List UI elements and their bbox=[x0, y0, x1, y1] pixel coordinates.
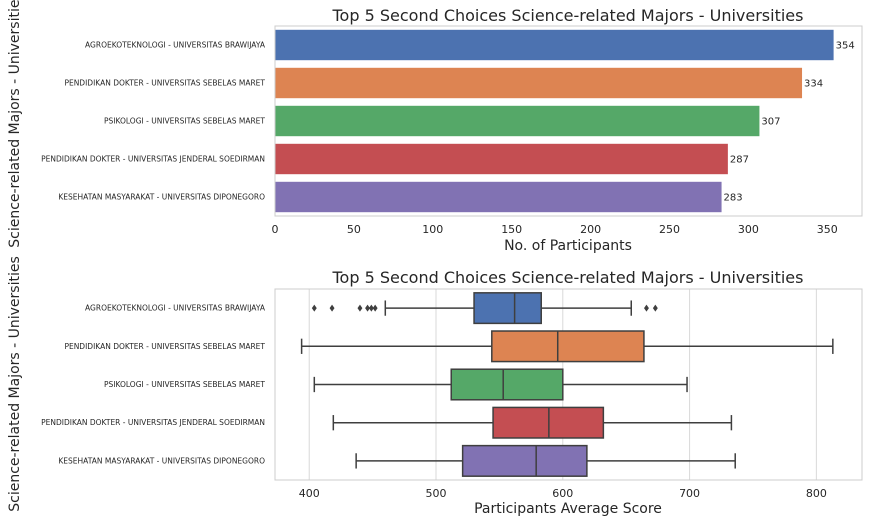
bar-category-label-4: PENDIDIKAN DOKTER - UNIVERSITAS JENDERAL… bbox=[41, 155, 265, 164]
bar-x-tick-label-4: 150 bbox=[501, 223, 522, 236]
box-5 bbox=[355, 444, 736, 477]
box-category-label-4: PENDIDIKAN DOKTER - UNIVERSITAS JENDERAL… bbox=[41, 418, 265, 427]
bar-value-label-4: 287 bbox=[730, 155, 749, 166]
box-category-label-2: PENDIDIKAN DOKTER - UNIVERSITAS SEBELAS … bbox=[64, 342, 265, 351]
bar-category-label-1: AGROEKOTEKNOLOGI - UNIVERSITAS BRAWIJAYA bbox=[85, 41, 266, 50]
box-x-tick-label-2: 500 bbox=[426, 487, 447, 500]
box-category-label-1: AGROEKOTEKNOLOGI - UNIVERSITAS BRAWIJAYA bbox=[85, 304, 266, 313]
box-1-outlier-4 bbox=[365, 304, 371, 312]
box-1-iqr bbox=[473, 292, 542, 325]
box-1-outlier-3 bbox=[357, 304, 363, 312]
bar-chart-frame bbox=[274, 25, 863, 217]
bar-x-tick-label-3: 100 bbox=[422, 223, 443, 236]
box-3 bbox=[313, 368, 688, 401]
box-2 bbox=[300, 330, 834, 363]
box-5-iqr bbox=[461, 444, 588, 477]
box-1-outlier-2 bbox=[329, 304, 335, 312]
box-x-tick-label-4: 700 bbox=[679, 487, 700, 500]
bar-value-label-1: 354 bbox=[836, 41, 855, 52]
bar-chart-y-axis-label: Science-related Majors - Universities bbox=[7, 0, 23, 248]
bar-value-label-2: 334 bbox=[804, 79, 823, 90]
box-x-tick-label-5: 800 bbox=[806, 487, 827, 500]
box-chart-x-axis-label: Participants Average Score bbox=[474, 501, 662, 517]
bar-2 bbox=[275, 67, 803, 99]
box-category-label-3: PSIKOLOGI - UNIVERSITAS SEBELAS MARET bbox=[104, 380, 265, 389]
bar-category-label-5: KESEHATAN MASYARAKAT - UNIVERSITAS DIPON… bbox=[58, 193, 265, 202]
bar-x-tick-label-2: 50 bbox=[347, 223, 361, 236]
bar-5 bbox=[275, 181, 722, 213]
bar-value-label-3: 307 bbox=[761, 117, 780, 128]
bar-x-tick-label-5: 200 bbox=[580, 223, 601, 236]
box-chart-frame bbox=[274, 288, 863, 481]
box-chart-y-axis-label: Science-related Majors - Universities bbox=[7, 256, 23, 512]
bar-x-tick-label-6: 250 bbox=[659, 223, 680, 236]
bar-x-tick-label-7: 300 bbox=[738, 223, 759, 236]
box-chart: Top 5 Second Choices Science-related Maj… bbox=[7, 256, 863, 517]
box-chart-title: Top 5 Second Choices Science-related Maj… bbox=[332, 268, 804, 287]
bar-4 bbox=[275, 143, 728, 175]
box-1-outlier-8 bbox=[652, 304, 658, 312]
bar-chart: Top 5 Second Choices Science-related Maj… bbox=[7, 0, 863, 254]
bar-x-tick-label-1: 0 bbox=[272, 223, 279, 236]
bar-x-tick-label-8: 350 bbox=[817, 223, 838, 236]
box-1-outlier-5 bbox=[368, 304, 374, 312]
bar-chart-x-axis-label: No. of Participants bbox=[504, 238, 632, 254]
bar-3 bbox=[275, 105, 760, 137]
box-x-tick-label-1: 400 bbox=[299, 487, 320, 500]
box-1-outlier-7 bbox=[644, 304, 649, 312]
box-1-outlier-1 bbox=[311, 304, 317, 312]
bar-chart-title: Top 5 Second Choices Science-related Maj… bbox=[332, 6, 804, 25]
box-1 bbox=[311, 292, 658, 325]
box-3-iqr bbox=[450, 368, 564, 401]
bar-value-label-5: 283 bbox=[724, 193, 743, 204]
box-1-outlier-6 bbox=[372, 304, 378, 312]
bar-category-label-2: PENDIDIKAN DOKTER - UNIVERSITAS SEBELAS … bbox=[64, 79, 265, 88]
box-2-iqr bbox=[491, 330, 645, 363]
box-x-tick-label-3: 600 bbox=[552, 487, 573, 500]
bar-1 bbox=[275, 29, 834, 61]
box-category-label-5: KESEHATAN MASYARAKAT - UNIVERSITAS DIPON… bbox=[58, 456, 265, 465]
box-4 bbox=[332, 406, 733, 439]
bar-category-label-3: PSIKOLOGI - UNIVERSITAS SEBELAS MARET bbox=[104, 117, 265, 126]
